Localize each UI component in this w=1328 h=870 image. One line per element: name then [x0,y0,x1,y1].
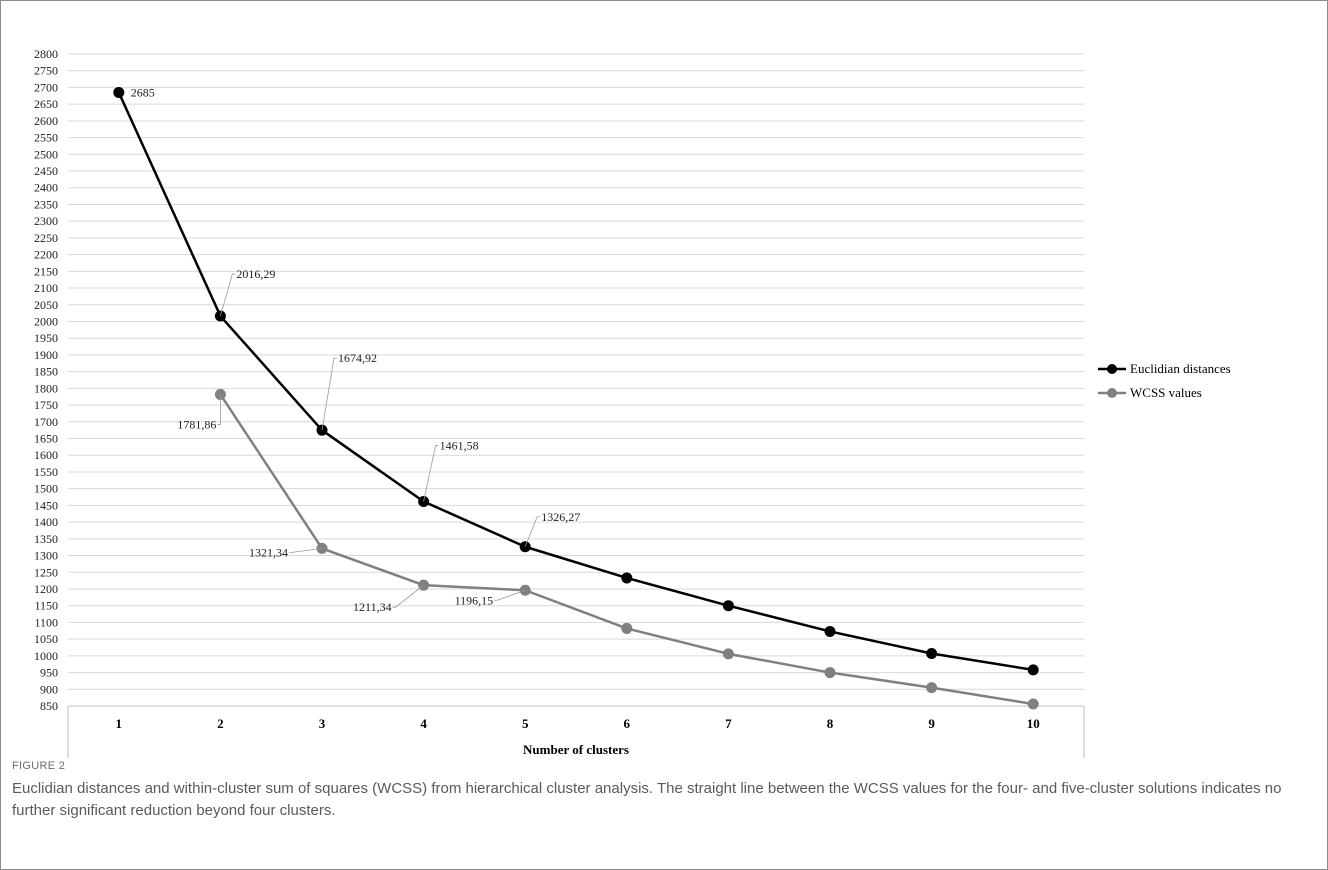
data-label-leader [524,516,541,547]
data-point [722,600,734,612]
figure-caption-text: Euclidian distances and within-cluster s… [12,780,1282,819]
series-line [117,91,1034,672]
data-point [1027,698,1039,710]
y-tick-label: 2200 [34,248,58,262]
y-tick-label: 1950 [34,331,58,345]
series-euclidian-distances: 2685 2016,29 1674,92 1461,58 1326,27 [113,85,1039,676]
legend-marker [1107,364,1117,374]
legend-item: Euclidian distances [1098,361,1231,376]
x-axis: 1 2 3 4 5 6 7 8 9 10 Number of clusters [67,705,1085,758]
data-label-leader [494,589,526,601]
legend-item: WCSS values [1098,385,1202,400]
y-tick-label: 1050 [34,632,58,646]
y-tick-label: 950 [40,666,58,680]
y-tick-label: 2650 [34,97,58,111]
figure-caption: FIGURE 2 Euclidian distances and within-… [12,760,1312,822]
x-tick-label: 6 [624,716,631,731]
data-label-leader [392,584,424,608]
y-tick-label: 1850 [34,365,58,379]
y-tick-label: 2050 [34,298,58,312]
legend-label: WCSS values [1130,385,1202,400]
y-tick-label: 2750 [34,64,58,78]
y-tick-label: 2450 [34,164,58,178]
x-axis-title: Number of clusters [523,742,629,757]
legend-marker [1107,388,1117,398]
x-tick-label: 9 [928,716,935,731]
legend-label: Euclidian distances [1130,361,1231,376]
data-label: 1461,58 [440,439,479,453]
x-tick-label: 7 [725,716,732,731]
y-tick-label: 2150 [34,264,58,278]
y-tick-label: 1900 [34,348,58,362]
y-tick-label: 2250 [34,231,58,245]
data-point [113,86,125,98]
y-tick-label: 1400 [34,515,58,529]
data-label: 1781,86 [177,417,216,431]
y-tick-label: 1000 [34,649,58,663]
data-label: 2016,29 [236,267,275,281]
data-label-leader [217,394,221,425]
data-label-leader [220,273,236,317]
data-label-leader [289,548,323,553]
y-tick-label: 1300 [34,549,58,563]
y-tick-label: 2400 [34,181,58,195]
data-label: 1321,34 [249,545,288,559]
data-label: 1674,92 [338,351,377,365]
figure-label: FIGURE 2 [12,760,66,772]
y-tick-label: 2100 [34,281,58,295]
data-point [621,572,633,584]
x-tick-label: 10 [1027,716,1040,731]
data-label: 1326,27 [541,510,580,524]
y-tick-label: 2300 [34,214,58,228]
y-tick-label: 1200 [34,582,58,596]
legend: Euclidian distances WCSS values [1098,361,1231,400]
series-wcss-values: 1781,86 1321,34 1211,34 1196,15 [177,388,1039,710]
y-tick-label: 1750 [34,398,58,412]
x-tick-label: 2 [217,716,224,731]
data-point [926,648,938,660]
y-tick-label: 1650 [34,432,58,446]
data-point [824,625,836,637]
x-tick-label: 5 [522,716,529,731]
y-tick-label: 2000 [34,314,58,328]
x-tick-label: 3 [319,716,326,731]
y-tick-label: 2800 [34,47,58,61]
line-chart: 8509009501000105011001150120012501300135… [34,47,1231,758]
y-tick-label: 2350 [34,197,58,211]
y-tick-label: 2700 [34,80,58,94]
y-tick-label: 1500 [34,482,58,496]
y-tick-label: 1550 [34,465,58,479]
series-line [219,393,1034,706]
y-tick-label: 1450 [34,498,58,512]
y-tick-label: 900 [40,682,58,696]
data-point [824,667,836,679]
y-tick-label: 1250 [34,565,58,579]
data-point [1027,664,1039,676]
data-label: 1196,15 [455,593,494,607]
y-tick-label: 1100 [34,615,58,629]
y-tick-label: 850 [40,699,58,713]
data-label-leader [423,445,439,502]
y-tick-label: 1800 [34,381,58,395]
y-axis: 850 900 950 1000 1050 1100 1150 1200 1250 1300 135… [34,47,58,713]
y-tick-label: 2500 [34,147,58,161]
data-point [621,622,633,634]
data-label: 1211,34 [353,600,392,614]
data-point [926,682,938,694]
x-tick-label: 4 [420,716,427,731]
y-tick-label: 1600 [34,448,58,462]
y-tick-label: 2600 [34,114,58,128]
data-label-leader [321,357,337,431]
y-tick-label: 2550 [34,131,58,145]
data-label: 2685 [131,85,155,99]
data-point [722,648,734,660]
x-tick-label: 8 [827,716,834,731]
y-tick-label: 1150 [34,599,58,613]
y-tick-label: 1700 [34,415,58,429]
x-tick-label: 1 [116,716,123,731]
y-tick-label: 1350 [34,532,58,546]
